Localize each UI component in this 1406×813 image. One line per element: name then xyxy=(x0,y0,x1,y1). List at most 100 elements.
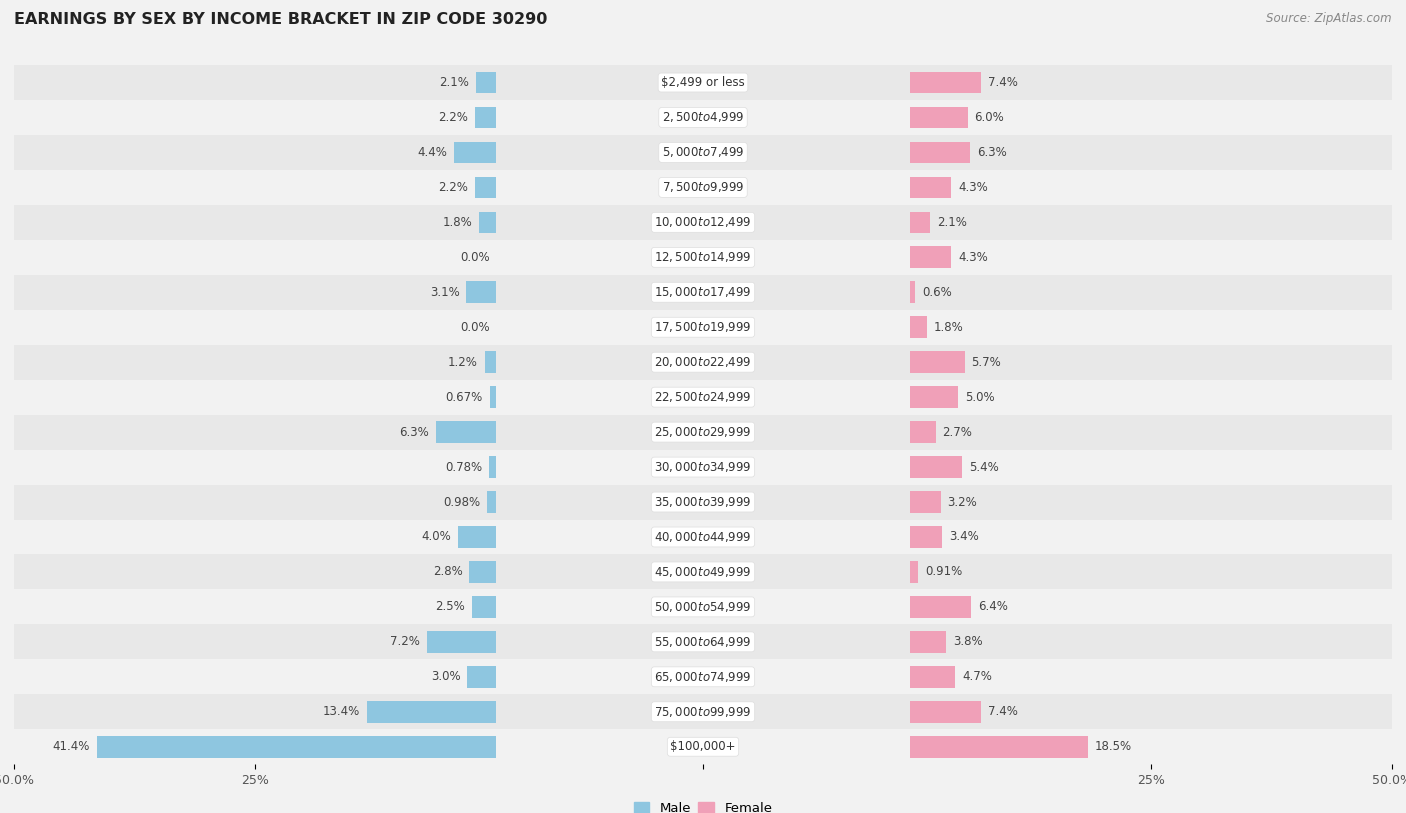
Text: 7.2%: 7.2% xyxy=(389,636,420,648)
Text: 0.78%: 0.78% xyxy=(444,461,482,473)
Bar xyxy=(910,701,981,723)
Text: 3.8%: 3.8% xyxy=(953,636,983,648)
Text: $12,500 to $14,999: $12,500 to $14,999 xyxy=(654,250,752,264)
Text: 3.4%: 3.4% xyxy=(949,531,979,543)
Bar xyxy=(14,415,1392,450)
Bar xyxy=(97,736,496,758)
Bar xyxy=(475,107,496,128)
Text: $50,000 to $54,999: $50,000 to $54,999 xyxy=(654,600,752,614)
Text: 4.0%: 4.0% xyxy=(422,531,451,543)
Bar xyxy=(14,380,1392,415)
Bar xyxy=(479,211,496,233)
Text: 0.91%: 0.91% xyxy=(925,566,963,578)
Bar xyxy=(910,596,972,618)
Text: 2.1%: 2.1% xyxy=(936,216,967,228)
Bar xyxy=(910,386,957,408)
Text: $17,500 to $19,999: $17,500 to $19,999 xyxy=(654,320,752,334)
Text: 0.98%: 0.98% xyxy=(443,496,479,508)
Text: 5.0%: 5.0% xyxy=(965,391,994,403)
Bar xyxy=(910,351,965,373)
Bar xyxy=(486,491,496,513)
Text: 3.1%: 3.1% xyxy=(430,286,460,298)
Text: 5.4%: 5.4% xyxy=(969,461,998,473)
Bar xyxy=(14,100,1392,135)
Text: 4.3%: 4.3% xyxy=(957,181,988,193)
Bar xyxy=(910,666,955,688)
Bar xyxy=(458,526,496,548)
Text: EARNINGS BY SEX BY INCOME BRACKET IN ZIP CODE 30290: EARNINGS BY SEX BY INCOME BRACKET IN ZIP… xyxy=(14,12,547,27)
Text: 41.4%: 41.4% xyxy=(53,741,90,753)
Bar xyxy=(14,205,1392,240)
Bar xyxy=(489,386,496,408)
Text: 2.1%: 2.1% xyxy=(439,76,470,89)
Bar xyxy=(467,666,496,688)
Text: $25,000 to $29,999: $25,000 to $29,999 xyxy=(654,425,752,439)
Text: 7.4%: 7.4% xyxy=(988,76,1018,89)
Bar xyxy=(910,281,915,303)
Text: 0.0%: 0.0% xyxy=(460,251,489,263)
Bar xyxy=(14,450,1392,485)
Bar xyxy=(14,135,1392,170)
Text: $20,000 to $22,499: $20,000 to $22,499 xyxy=(654,355,752,369)
Text: 2.2%: 2.2% xyxy=(439,111,468,124)
Bar xyxy=(14,659,1392,694)
Text: $55,000 to $64,999: $55,000 to $64,999 xyxy=(654,635,752,649)
Bar xyxy=(910,526,942,548)
Bar xyxy=(467,281,496,303)
Text: 1.2%: 1.2% xyxy=(449,356,478,368)
Text: 4.3%: 4.3% xyxy=(957,251,988,263)
Text: $35,000 to $39,999: $35,000 to $39,999 xyxy=(654,495,752,509)
Bar xyxy=(910,736,1088,758)
Text: 4.7%: 4.7% xyxy=(962,671,991,683)
Bar xyxy=(470,561,496,583)
Text: 2.5%: 2.5% xyxy=(436,601,465,613)
Text: $10,000 to $12,499: $10,000 to $12,499 xyxy=(654,215,752,229)
Text: 2.8%: 2.8% xyxy=(433,566,463,578)
Text: 4.4%: 4.4% xyxy=(418,146,447,159)
Bar xyxy=(14,275,1392,310)
Text: 5.7%: 5.7% xyxy=(972,356,1001,368)
Bar xyxy=(14,485,1392,520)
Bar xyxy=(489,456,496,478)
Bar xyxy=(910,211,929,233)
Text: $45,000 to $49,999: $45,000 to $49,999 xyxy=(654,565,752,579)
Text: 7.4%: 7.4% xyxy=(988,706,1018,718)
Bar xyxy=(14,694,1392,729)
Bar xyxy=(14,589,1392,624)
Bar xyxy=(910,141,970,163)
Text: 6.0%: 6.0% xyxy=(974,111,1004,124)
Text: 3.0%: 3.0% xyxy=(430,671,461,683)
Text: 0.0%: 0.0% xyxy=(460,321,489,333)
Legend: Male, Female: Male, Female xyxy=(628,797,778,813)
Bar xyxy=(14,729,1392,764)
Bar xyxy=(910,561,918,583)
Bar xyxy=(454,141,496,163)
Bar xyxy=(910,246,950,268)
Bar xyxy=(14,240,1392,275)
Bar xyxy=(475,176,496,198)
Text: 13.4%: 13.4% xyxy=(323,706,360,718)
Text: 1.8%: 1.8% xyxy=(443,216,472,228)
Text: 2.2%: 2.2% xyxy=(439,181,468,193)
Bar xyxy=(14,65,1392,100)
Text: $5,000 to $7,499: $5,000 to $7,499 xyxy=(662,146,744,159)
Text: $7,500 to $9,999: $7,500 to $9,999 xyxy=(662,180,744,194)
Bar xyxy=(472,596,496,618)
Text: $100,000+: $100,000+ xyxy=(671,741,735,753)
Text: $2,499 or less: $2,499 or less xyxy=(661,76,745,89)
Text: $65,000 to $74,999: $65,000 to $74,999 xyxy=(654,670,752,684)
Text: $75,000 to $99,999: $75,000 to $99,999 xyxy=(654,705,752,719)
Bar xyxy=(910,421,936,443)
Text: $22,500 to $24,999: $22,500 to $24,999 xyxy=(654,390,752,404)
Bar xyxy=(910,176,950,198)
Bar xyxy=(910,456,962,478)
Text: 6.3%: 6.3% xyxy=(399,426,429,438)
Bar xyxy=(14,310,1392,345)
Text: 0.67%: 0.67% xyxy=(446,391,484,403)
Bar xyxy=(910,316,927,338)
Text: $30,000 to $34,999: $30,000 to $34,999 xyxy=(654,460,752,474)
Text: 0.6%: 0.6% xyxy=(922,286,952,298)
Bar xyxy=(436,421,496,443)
Text: 3.2%: 3.2% xyxy=(948,496,977,508)
Text: 1.8%: 1.8% xyxy=(934,321,963,333)
